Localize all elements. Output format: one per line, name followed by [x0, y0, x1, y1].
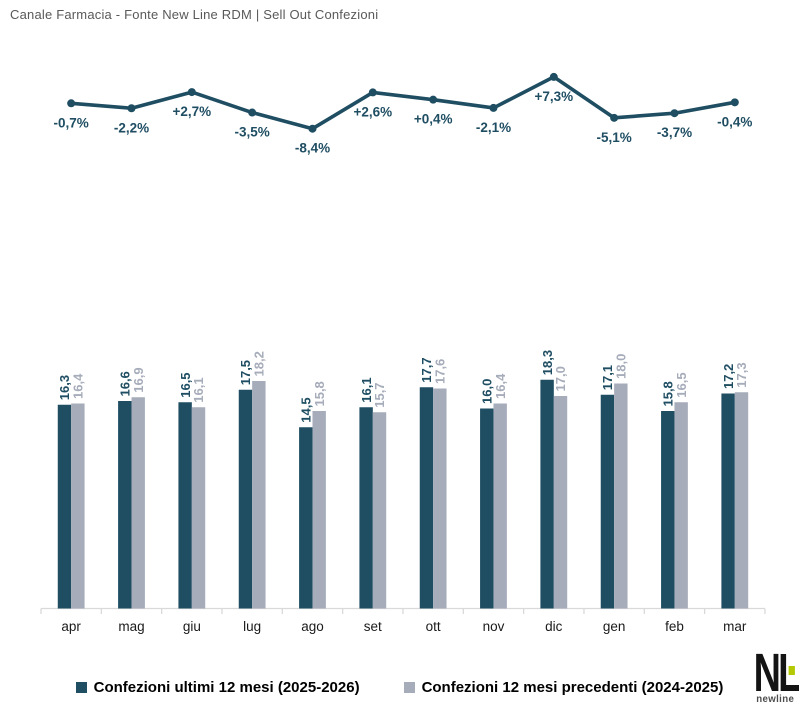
- variation-label: -3,7%: [657, 125, 692, 140]
- bar-value-label-previous: 15,8: [312, 381, 327, 406]
- x-axis-label: gen: [603, 619, 626, 634]
- bar-value-label-previous: 18,0: [614, 354, 629, 379]
- bar-current: [721, 393, 735, 609]
- variation-label: -2,1%: [476, 120, 511, 135]
- bar-value-label-current: 15,8: [660, 381, 675, 406]
- bar-current: [118, 401, 132, 609]
- bar-value-label-current: 16,3: [57, 375, 72, 400]
- variation-label: -0,4%: [717, 114, 752, 129]
- bar-previous: [312, 411, 326, 609]
- bar-value-label-previous: 17,6: [433, 359, 448, 384]
- logo-wordmark: newline: [756, 693, 795, 705]
- bar-value-label-current: 18,3: [540, 350, 555, 375]
- x-axis-label: lug: [243, 619, 261, 634]
- variation-point: [429, 95, 438, 104]
- bar-value-label-previous: 16,4: [493, 373, 508, 399]
- bar-value-label-current: 17,7: [419, 357, 434, 382]
- bar-current: [419, 387, 434, 609]
- bar-previous: [71, 403, 85, 609]
- x-axis-label: dic: [545, 619, 563, 634]
- legend-item-previous: Confezioni 12 mesi precedenti (2024-2025…: [403, 679, 724, 696]
- bar-previous: [734, 392, 749, 609]
- legend-swatch-current: [75, 682, 87, 693]
- newline-logo: NL newline: [735, 646, 799, 705]
- bar-value-label-current: 16,1: [359, 377, 374, 402]
- x-axis-label: nov: [483, 619, 505, 634]
- bar-value-label-previous: 16,5: [674, 372, 689, 397]
- bar-previous: [252, 381, 266, 609]
- variation-label: +0,4%: [414, 112, 453, 127]
- variation-point: [730, 98, 739, 107]
- bar-previous: [674, 402, 688, 609]
- bar-value-label-current: 16,6: [117, 371, 132, 396]
- variation-line: [69, 75, 737, 131]
- variation-label: -3,5%: [235, 125, 270, 140]
- variation-point: [187, 88, 196, 97]
- chart-title: Canale Farmacia - Fonte New Line RDM | S…: [10, 7, 379, 22]
- bar-value-label-current: 16,5: [178, 372, 193, 397]
- bar-value-label-previous: 15,7: [372, 382, 387, 407]
- bar-current: [540, 379, 554, 609]
- bar-value-label-previous: 17,3: [734, 362, 749, 387]
- bar-previous: [131, 397, 145, 609]
- variation-label: -2,2%: [114, 120, 149, 135]
- x-axis-label: giu: [183, 619, 201, 634]
- x-axis-label: set: [364, 619, 382, 634]
- bar-value-label-current: 17,2: [721, 364, 736, 389]
- bar-value-label-previous: 18,2: [252, 351, 267, 376]
- logo-green-square-icon: [788, 666, 795, 675]
- bar-current: [359, 407, 373, 609]
- x-axis-label: feb: [665, 619, 684, 634]
- bar-current: [178, 402, 192, 609]
- bar-previous: [191, 407, 206, 609]
- bar-value-label-previous: 16,9: [131, 367, 146, 392]
- chart-legend: Confezioni ultimi 12 mesi (2025-2026) Co…: [0, 679, 799, 696]
- variation-point: [549, 72, 558, 81]
- bar-previous: [614, 383, 628, 609]
- variation-label: -8,4%: [295, 141, 330, 156]
- bar-current: [480, 408, 494, 609]
- bar-value-label-current: 16,0: [479, 379, 494, 404]
- bar-previous: [493, 403, 507, 609]
- bar-current: [57, 404, 72, 609]
- legend-label-current: Confezioni ultimi 12 mesi (2025-2026): [93, 679, 360, 696]
- x-axis-label: mar: [723, 619, 747, 634]
- legend-label-previous: Confezioni 12 mesi precedenti (2024-2025…: [421, 679, 724, 696]
- bar-previous: [553, 396, 568, 609]
- bar-current: [600, 394, 615, 609]
- bar-value-label-previous: 17,0: [553, 366, 568, 391]
- variation-point: [308, 124, 317, 133]
- legend-item-current: Confezioni ultimi 12 mesi (2025-2026): [75, 679, 360, 696]
- x-axis-label: mag: [118, 619, 144, 634]
- variation-label: +2,7%: [172, 104, 211, 119]
- x-axis-label: ott: [426, 619, 441, 634]
- bar-current: [661, 411, 675, 609]
- bar-current: [238, 389, 253, 609]
- bar-current: [299, 427, 313, 609]
- bar-value-label-previous: 16,1: [191, 377, 206, 402]
- variation-label: -0,7%: [54, 115, 89, 130]
- bar-value-label-previous: 16,4: [71, 373, 86, 399]
- bar-value-label-current: 17,1: [600, 365, 615, 390]
- variation-point: [610, 113, 619, 122]
- x-axis-label: ago: [301, 619, 324, 634]
- variation-label: -5,1%: [596, 130, 631, 145]
- variation-point: [489, 103, 498, 112]
- bar-previous: [372, 412, 387, 609]
- variation-point: [67, 99, 76, 108]
- variation-point: [127, 104, 136, 113]
- variation-point: [248, 108, 257, 117]
- variation-label: +7,3%: [534, 89, 573, 104]
- bar-previous: [433, 388, 447, 609]
- bar-value-label-current: 17,5: [238, 360, 253, 385]
- legend-swatch-previous: [403, 682, 415, 693]
- combo-chart: 16,3 16,6 16,5 17,5 14,5 16,1 17,7 16,0 18,3 17,1…: [40, 72, 766, 634]
- bar-value-label-current: 14,5: [298, 397, 313, 422]
- x-axis-label: apr: [61, 619, 81, 634]
- variation-label: +2,6%: [353, 104, 392, 119]
- variation-point: [368, 88, 377, 97]
- variation-point: [670, 109, 679, 118]
- logo-monogram: NL: [754, 646, 799, 700]
